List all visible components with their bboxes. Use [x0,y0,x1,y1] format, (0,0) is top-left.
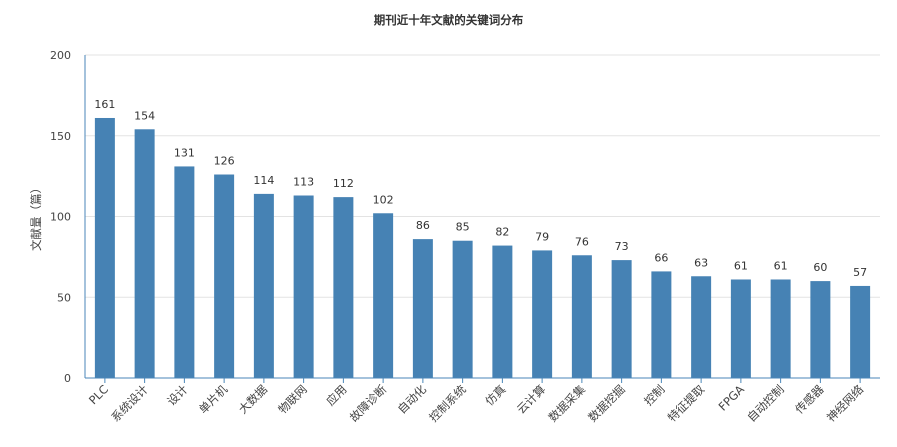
x-tick-label: 云计算 [514,382,548,416]
data-label: 126 [214,155,235,168]
bar [730,279,751,378]
y-tick-label: 200 [50,49,71,62]
bar [333,197,354,378]
x-tick-label: FPGA [716,382,747,413]
bar [134,129,155,378]
x-tick-label: 物联网 [275,382,309,416]
y-tick-label: 50 [57,291,71,304]
bar [293,195,314,378]
x-tick-label: 仿真 [482,382,508,408]
x-tick-label: 传感器 [792,382,827,417]
data-label: 112 [333,177,354,190]
x-tick-label: 应用 [323,382,349,408]
data-label: 61 [734,259,748,272]
x-tick-label: 故障诊断 [347,382,390,425]
bar [651,271,672,378]
x-tick-label: 神经网络 [824,382,867,425]
y-tick-label: 150 [50,130,71,143]
x-tick-label: 系统设计 [108,382,151,425]
data-label: 63 [694,256,708,269]
data-label: 86 [416,219,430,232]
bar [452,240,473,378]
x-tick-label: 特征提取 [665,382,708,425]
data-label: 66 [654,251,668,264]
data-label: 114 [253,174,274,187]
y-axis-title: 文献量（篇） [29,182,43,251]
bar [412,239,433,378]
data-label: 61 [774,259,788,272]
bar [492,245,513,378]
data-label: 73 [615,240,629,253]
x-tick-label: PLC [86,382,111,407]
x-tick-label: 控制系统 [426,382,469,425]
x-tick-label: 设计 [164,382,191,409]
data-label: 154 [134,109,155,122]
x-tick-label: 自动化 [395,382,430,417]
bar [810,281,831,378]
x-tick-label: 控制 [641,382,667,408]
gridlines [85,54,880,298]
bar [770,279,791,378]
data-label: 131 [174,146,195,159]
bar [532,250,553,378]
bar [373,213,394,378]
x-tick-label: 自动控制 [744,382,786,424]
bar [691,276,712,378]
data-label: 82 [495,226,509,239]
data-label: 113 [293,176,314,189]
x-tick-label: 大数据 [236,382,271,417]
bar [214,174,235,378]
x-tick-label: 数据挖掘 [585,382,627,424]
y-tick-label: 100 [50,211,71,224]
bar [174,166,195,378]
bar [571,255,592,378]
data-label: 57 [853,266,867,279]
bar [850,285,871,378]
bar [253,193,274,378]
data-label: 60 [813,261,827,274]
data-label: 76 [575,235,589,248]
y-tick-label: 0 [64,372,71,385]
x-tick-label: 单片机 [196,382,231,417]
data-label: 85 [456,221,470,234]
bar [611,260,632,378]
chart-title: 期刊近十年文献的关键词分布 [373,13,524,27]
axes [84,55,880,383]
data-label: 79 [535,230,549,243]
bar [94,117,115,379]
data-label: 161 [94,98,115,111]
x-tick-label: 数据采集 [546,382,589,425]
data-label: 102 [373,193,394,206]
bars [94,117,871,379]
